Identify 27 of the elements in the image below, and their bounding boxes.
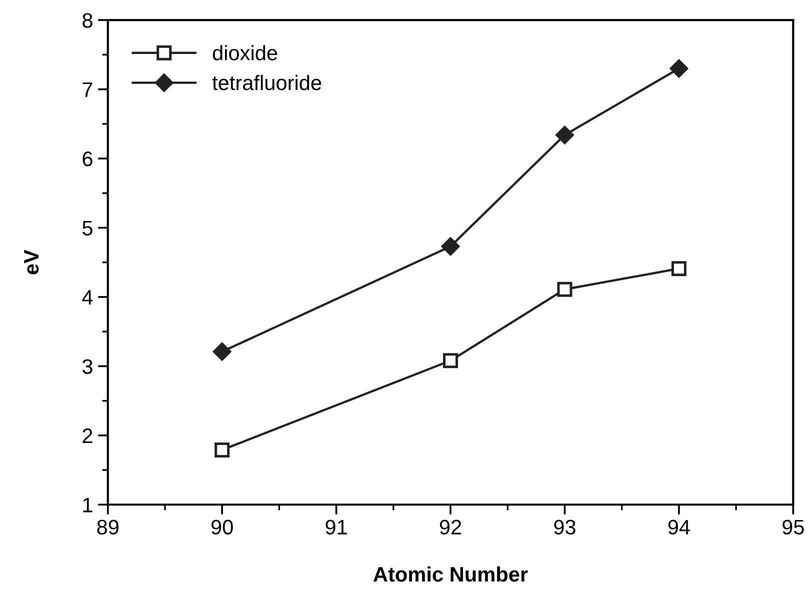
x-tick-label: 93 (554, 520, 576, 535)
legend-label: tetrafluoride (212, 74, 322, 90)
x-tick-label: 90 (211, 520, 233, 535)
y-axis-title: eV (24, 250, 39, 274)
y-tick-label: 2 (82, 428, 92, 443)
point (441, 237, 460, 256)
point (557, 282, 572, 297)
y-tick-label: 5 (82, 220, 92, 236)
point (671, 261, 686, 276)
point (556, 126, 574, 144)
point (214, 442, 230, 458)
y-tick-label: 7 (82, 82, 92, 97)
x-tick-label: 95 (782, 520, 804, 535)
legend-label: dioxide (212, 45, 278, 60)
point (443, 353, 458, 368)
y-tick-label: 8 (82, 13, 92, 28)
point (670, 59, 688, 78)
point (212, 342, 232, 361)
y-tick-label: 3 (82, 359, 92, 374)
x-tick-label: 92 (440, 520, 462, 535)
x-tick-label: 94 (668, 520, 690, 535)
y-tick-label: 1 (83, 498, 92, 512)
x-tick-label: 89 (97, 520, 118, 535)
y-tick-label: 4 (82, 290, 93, 305)
x-axis-title: Atomic Number (373, 566, 528, 582)
x-tick-label: 91 (326, 520, 347, 535)
y-tick-label: 6 (82, 152, 92, 166)
